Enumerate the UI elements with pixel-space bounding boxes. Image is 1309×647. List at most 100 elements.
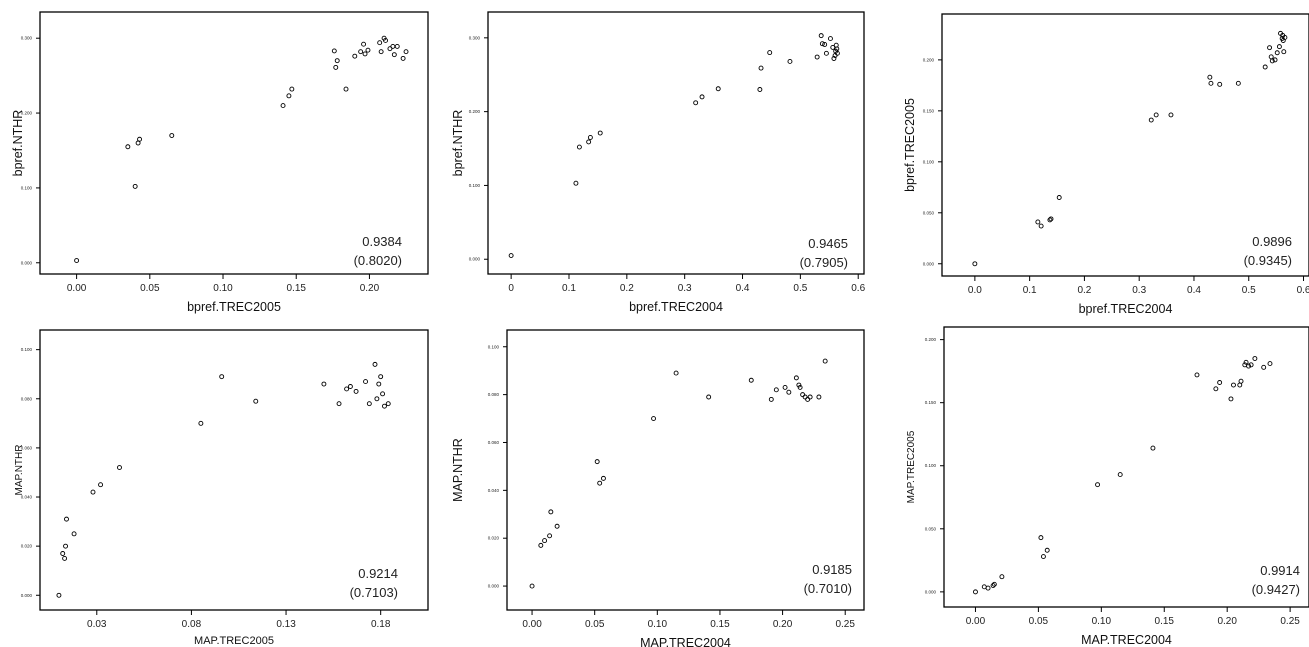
correlation-value-parenthesized: (0.7010) (804, 581, 852, 596)
data-point (816, 394, 822, 400)
x-tick-label: 0.25 (835, 619, 855, 630)
y-tick-label: 0.100 (923, 159, 935, 164)
x-tick-label: 0.20 (773, 619, 793, 630)
data-point (1194, 372, 1200, 378)
data-point (1274, 50, 1280, 56)
data-point (169, 133, 175, 138)
y-tick-label: 0.080 (488, 392, 500, 397)
data-point (1038, 535, 1044, 541)
data-point (1252, 356, 1258, 361)
data-point (358, 49, 364, 55)
data-point (353, 388, 359, 394)
y-tick-label: 0.050 (923, 210, 935, 215)
data-point (365, 47, 371, 53)
data-point (1272, 57, 1278, 63)
y-tick-label: 0.150 (923, 108, 935, 113)
data-point (819, 41, 825, 47)
x-tick-label: 0.5 (793, 283, 807, 294)
data-point (529, 583, 535, 589)
x-tick-label: 0.03 (87, 619, 107, 630)
y-axis-label: bpref.NTHR (11, 110, 25, 177)
x-tick-label: 0.1 (1023, 285, 1037, 296)
data-point (768, 396, 774, 402)
plot-frame (39, 329, 429, 611)
data-point (344, 386, 350, 392)
y-tick-label: 0.000 (21, 593, 33, 598)
data-point (71, 531, 77, 537)
y-tick-label: 0.200 (469, 109, 481, 114)
correlation-value-parenthesized: (0.7905) (800, 255, 848, 270)
data-point (374, 396, 380, 402)
x-tick-label: 0.13 (276, 619, 296, 630)
x-tick-label: 0.15 (1155, 616, 1175, 627)
scatter-panel-6: 0.00 0.05 0.10 0.15 0.20 0.25 0.000 0.050 0.100 0… (906, 326, 1309, 647)
correlation-value: 0.9465 (808, 236, 848, 251)
data-point (823, 50, 829, 56)
data-point (542, 538, 548, 544)
y-tick-label: 0.200 (925, 337, 937, 342)
data-point (1040, 554, 1046, 559)
x-tick-label: 0.15 (710, 619, 730, 630)
data-point (818, 33, 824, 39)
data-point (400, 55, 406, 61)
data-point (807, 394, 813, 400)
y-tick-label: 0.100 (488, 344, 500, 349)
data-point (1168, 112, 1174, 118)
data-point (651, 416, 657, 421)
data-point (991, 581, 997, 587)
data-point (63, 543, 69, 549)
data-point (800, 392, 806, 398)
x-tick-label: 0.20 (1217, 616, 1237, 627)
data-point (547, 533, 553, 539)
x-tick-label: 0 (508, 283, 514, 294)
data-point (347, 384, 353, 389)
data-point (1208, 80, 1214, 86)
y-tick-label: 0.040 (21, 495, 33, 500)
data-point (594, 459, 600, 465)
data-point (1148, 117, 1154, 123)
data-point (362, 51, 368, 57)
data-point (90, 489, 96, 495)
correlation-value: 0.9214 (358, 566, 398, 581)
scatter-panel-3: 0.0 0.1 0.2 0.3 0.4 0.5 0.6 0.000 0.050 0.100 0.15… (903, 13, 1309, 316)
y-tick-label: 0.040 (488, 488, 500, 493)
data-point (805, 396, 811, 402)
data-point (1261, 364, 1267, 370)
data-point (378, 374, 384, 380)
y-tick-label: 0.200 (923, 57, 935, 62)
x-axis-label: bpref.TREC2005 (187, 300, 281, 314)
x-tick-label: 0.08 (182, 619, 202, 630)
x-tick-label: 0.10 (1092, 616, 1112, 627)
x-tick-label: 0.4 (736, 283, 750, 294)
data-point (1269, 58, 1275, 64)
data-point (1056, 195, 1062, 200)
data-point (601, 475, 606, 481)
correlation-value: 0.9914 (1260, 563, 1300, 578)
data-point (132, 183, 138, 189)
x-tick-label: 0.15 (286, 283, 306, 294)
data-point (1217, 81, 1223, 87)
x-tick-label: 0.3 (678, 283, 692, 294)
data-point (343, 86, 349, 92)
scatter-panel-2: 0 0.1 0.2 0.3 0.4 0.5 0.6 0.000 0.100 0.200 0.300 b… (451, 11, 866, 314)
data-point (693, 100, 699, 106)
data-point (1281, 49, 1287, 55)
correlation-value-parenthesized: (0.9345) (1244, 253, 1292, 268)
data-point (985, 585, 991, 591)
data-point (802, 394, 808, 400)
data-point (198, 420, 204, 426)
data-point (1262, 64, 1268, 70)
data-point (321, 381, 327, 387)
data-point (573, 180, 579, 186)
data-point (757, 87, 763, 92)
data-point (383, 37, 388, 43)
data-point (999, 574, 1005, 580)
data-point (1207, 74, 1213, 80)
x-axis-label: MAP.TREC2004 (640, 636, 731, 647)
x-tick-label: 0.0 (968, 285, 982, 296)
plot-frame (943, 326, 1309, 608)
y-tick-label: 0.100 (21, 185, 33, 190)
data-point (372, 361, 378, 367)
data-point (1048, 216, 1054, 222)
data-point (673, 370, 679, 376)
